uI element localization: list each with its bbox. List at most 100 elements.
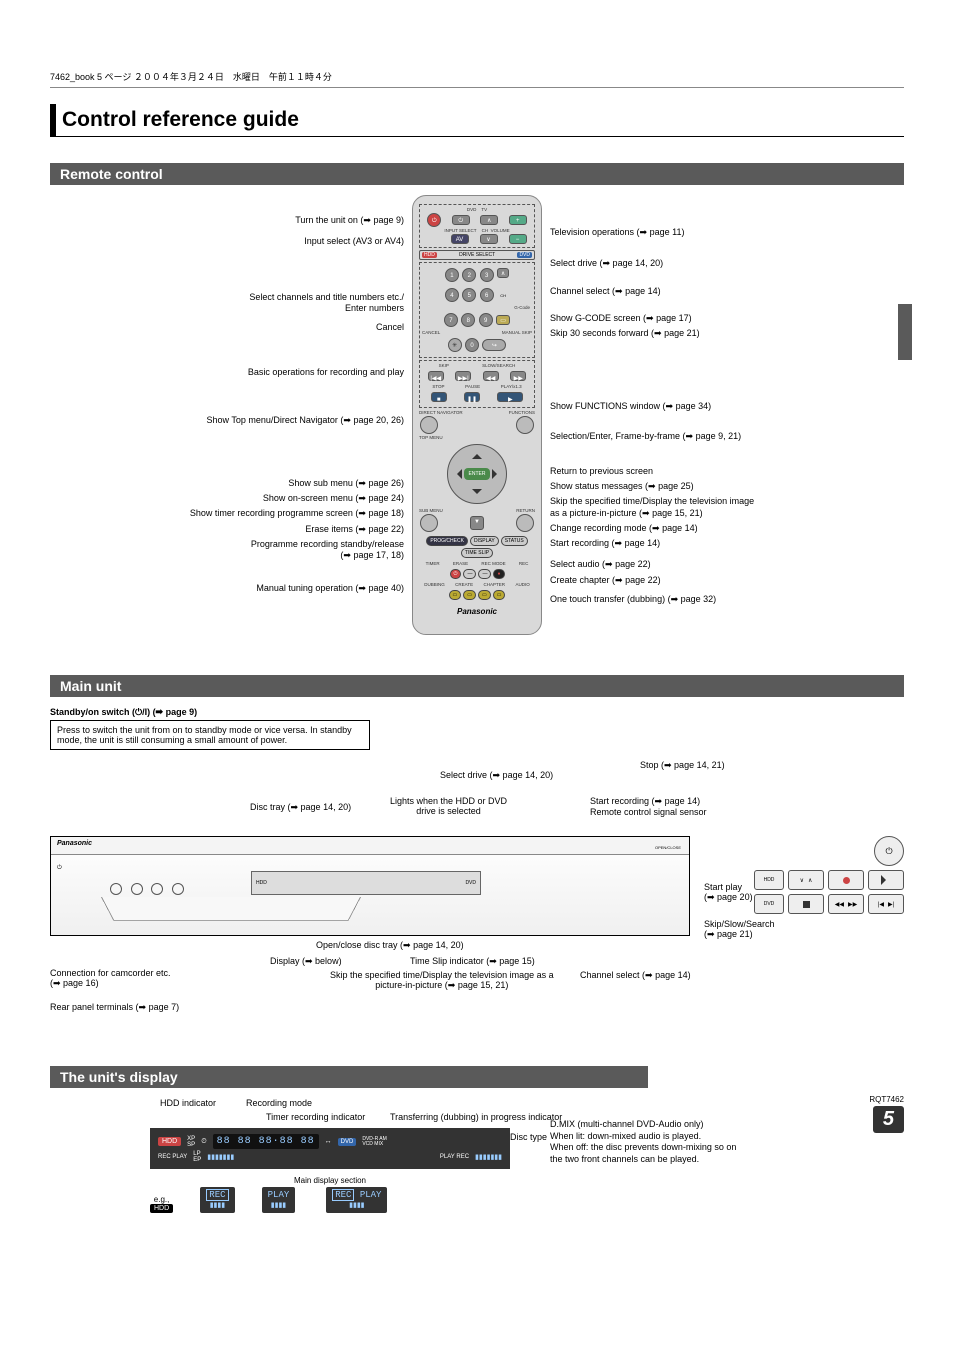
dpad-down-icon[interactable] bbox=[472, 489, 482, 499]
stop-button[interactable]: ■ bbox=[431, 392, 447, 402]
audio-button[interactable]: ▭ bbox=[493, 590, 506, 600]
create-chapter-button[interactable]: ▭ bbox=[463, 590, 476, 600]
remote-body: DVD TV ⏻ ⏻ ∧ + INPUT SELECT CH VOLUME AV… bbox=[412, 195, 542, 635]
time-slip-button[interactable]: TIME SLIP bbox=[461, 548, 493, 558]
ch-down-button[interactable]: ∨ bbox=[480, 234, 498, 244]
callout-right-11: Start recording (➡ page 14) bbox=[550, 538, 904, 549]
disp-playrec: PLAY REC bbox=[440, 1154, 469, 1160]
skip-back-button[interactable]: |◀◀ bbox=[428, 371, 444, 381]
play-button[interactable]: ▶ bbox=[497, 392, 523, 402]
ch-up-button[interactable]: ∧ bbox=[480, 215, 498, 225]
display-button[interactable]: DISPLAY bbox=[470, 536, 499, 546]
label-channel-select-unit: Channel select (➡ page 14) bbox=[580, 970, 691, 981]
hdd-pill[interactable]: HDD bbox=[422, 252, 437, 258]
lbl-dubbing: DUBBING bbox=[424, 582, 445, 587]
key-8[interactable]: 8 bbox=[461, 313, 475, 327]
eg-play-box: PLAY▮▮▮▮ bbox=[262, 1187, 296, 1213]
remote-tv-section: DVD TV ⏻ ⏻ ∧ + INPUT SELECT CH VOLUME AV… bbox=[419, 204, 535, 248]
av-button[interactable]: AV bbox=[451, 234, 469, 244]
slow-fwd-button[interactable]: ▶▶ bbox=[510, 371, 526, 381]
skip-fwd-button[interactable]: ▶▶| bbox=[455, 371, 471, 381]
lbl-return: RETURN bbox=[516, 508, 535, 513]
lbl-top-menu: TOP MENU bbox=[419, 435, 535, 440]
return-button[interactable] bbox=[516, 514, 534, 532]
rec-button[interactable]: ● bbox=[493, 569, 504, 579]
av-jack-2[interactable] bbox=[131, 883, 143, 895]
direct-nav-button[interactable] bbox=[420, 416, 438, 434]
tv-power-button[interactable]: ⏻ bbox=[452, 215, 470, 225]
lbl-functions: FUNCTIONS bbox=[509, 410, 535, 415]
key-2[interactable]: 2 bbox=[462, 268, 476, 282]
key-3[interactable]: 3 bbox=[480, 268, 494, 282]
dpad-right-icon[interactable] bbox=[492, 469, 502, 479]
callout-left-1: Input select (AV3 or AV4) bbox=[50, 236, 404, 247]
status-button[interactable]: STATUS bbox=[501, 536, 528, 546]
callout-left-0: Turn the unit on (➡ page 9) bbox=[50, 215, 404, 226]
eg-recplay-box: REC PLAY▮▮▮▮ bbox=[326, 1187, 387, 1213]
cancel-button[interactable]: ✳ bbox=[448, 338, 462, 352]
av-jack-4[interactable] bbox=[172, 883, 184, 895]
lbl-erase: ERASE bbox=[453, 561, 468, 566]
ch-up-2[interactable]: ∧ bbox=[497, 268, 509, 278]
sub-menu-button[interactable] bbox=[420, 514, 438, 532]
slow-back-button[interactable]: ◀◀ bbox=[483, 371, 499, 381]
key-5[interactable]: 5 bbox=[462, 288, 476, 302]
dmix-off: When off: the disc prevents down-mixing … bbox=[550, 1142, 830, 1165]
unit-dvd-label: DVD bbox=[465, 880, 476, 886]
erase-button[interactable]: — bbox=[463, 569, 476, 579]
dubbing-button[interactable]: ▭ bbox=[449, 590, 462, 600]
key-4[interactable]: 4 bbox=[445, 288, 459, 302]
unit-body: Panasonic ⏻ HDD DVD OPEN/CLOSE bbox=[50, 836, 690, 936]
key-1[interactable]: 1 bbox=[445, 268, 459, 282]
disp-vcd: VCD MIX bbox=[362, 1142, 386, 1147]
main-unit-diagram: Standby/on switch (⏻/I) (➡ page 9) Press… bbox=[50, 707, 904, 1036]
functions-button[interactable] bbox=[516, 416, 534, 434]
lbl-create: CREATE bbox=[455, 582, 473, 587]
callout-right-10: Change recording mode (➡ page 14) bbox=[550, 523, 904, 534]
section-remote-heading: Remote control bbox=[50, 163, 904, 185]
lbl-ch: CH bbox=[482, 228, 489, 233]
key-7[interactable]: 7 bbox=[444, 313, 458, 327]
remote-diagram: Turn the unit on (➡ page 9) Input select… bbox=[50, 195, 904, 635]
key-6[interactable]: 6 bbox=[480, 288, 494, 302]
dpad-up-icon[interactable] bbox=[472, 449, 482, 459]
lbl-disc-type: Disc type bbox=[510, 1132, 547, 1142]
dpad[interactable]: ENTER bbox=[447, 444, 507, 504]
callout-right-9: Skip the specified time/Display the tele… bbox=[550, 496, 904, 519]
callout-right-7: Return to previous screen bbox=[550, 466, 904, 477]
enter-button[interactable]: ENTER bbox=[464, 468, 491, 480]
vol-down-button[interactable]: − bbox=[509, 234, 527, 244]
lbl-recmode: REC MODE bbox=[481, 561, 505, 566]
label-skip-spec: Skip the specified time/Display the tele… bbox=[330, 970, 554, 991]
disp-main-section-label: Main display section bbox=[150, 1176, 510, 1185]
down-arrow-button[interactable]: ▼ bbox=[470, 516, 484, 530]
power-button[interactable]: ⏻ bbox=[427, 213, 441, 227]
label-disc-tray: Disc tray (➡ page 14, 20) bbox=[250, 802, 351, 813]
dpad-left-icon[interactable] bbox=[452, 469, 462, 479]
doc-code: RQT7462 bbox=[869, 1095, 904, 1104]
vol-up-button[interactable]: + bbox=[509, 215, 527, 225]
prog-check-button[interactable]: PROG/CHECK bbox=[426, 536, 468, 546]
lbl-dvd: DVD bbox=[467, 207, 477, 212]
recmode-button[interactable]: — bbox=[478, 569, 491, 579]
manual-skip-button[interactable]: ↪ bbox=[482, 339, 506, 351]
keypad-section: 1 2 3 ∧ 4 5 6 CH G-Code bbox=[419, 262, 535, 358]
av-jack-3[interactable] bbox=[151, 883, 163, 895]
lbl-timer: TIMER bbox=[426, 561, 440, 566]
key-0[interactable]: 0 bbox=[465, 338, 479, 352]
timer-button[interactable]: ⏻ bbox=[450, 569, 462, 579]
dvd-pill[interactable]: DVD bbox=[517, 252, 532, 258]
callout-left-4: Basic operations for recording and play bbox=[50, 367, 404, 378]
chapter-button[interactable]: ▭ bbox=[478, 590, 491, 600]
eg-prefix: e.g., bbox=[150, 1195, 173, 1204]
section-display-heading: The unit's display bbox=[50, 1066, 648, 1088]
gcode-button[interactable]: ▭ bbox=[496, 315, 510, 325]
page-number-block: RQT7462 5 bbox=[869, 1095, 904, 1133]
unit-open-close: OPEN/CLOSE bbox=[655, 845, 681, 850]
dmix-lit: When lit: down-mixed audio is played. bbox=[550, 1131, 830, 1143]
pause-button[interactable]: ❚❚ bbox=[464, 392, 480, 402]
callout-left-8: Show timer recording programme screen (➡… bbox=[50, 508, 404, 519]
key-9[interactable]: 9 bbox=[479, 313, 493, 327]
label-start-play: Start play (➡ page 20) bbox=[704, 882, 924, 903]
av-jack-1[interactable] bbox=[110, 883, 122, 895]
